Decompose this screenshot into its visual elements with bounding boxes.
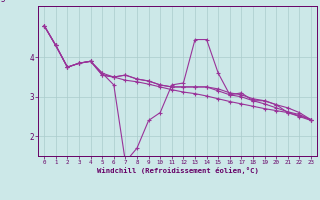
Text: 5: 5	[0, 0, 5, 4]
X-axis label: Windchill (Refroidissement éolien,°C): Windchill (Refroidissement éolien,°C)	[97, 167, 259, 174]
